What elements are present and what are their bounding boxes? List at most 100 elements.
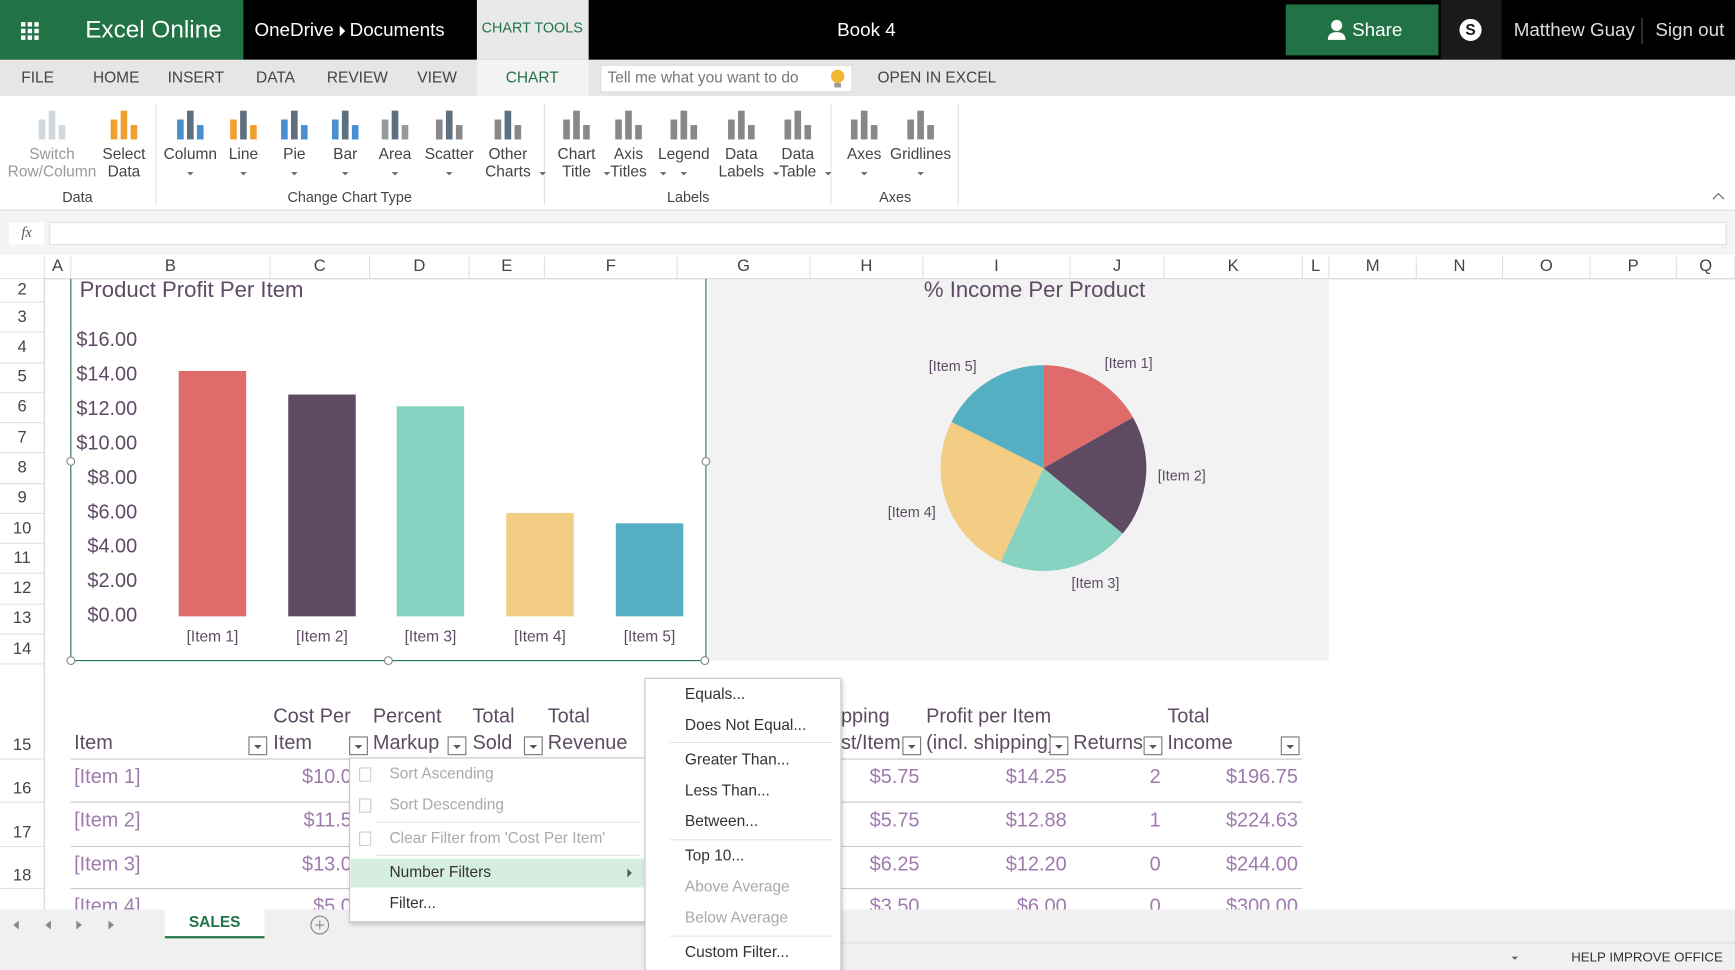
- ribbon-button-label[interactable]: Pie: [283, 146, 305, 163]
- row-header[interactable]: 7: [18, 428, 27, 447]
- row-header[interactable]: 3: [18, 307, 27, 326]
- table-cell[interactable]: $5.0: [313, 896, 352, 918]
- bar[interactable]: [288, 394, 356, 617]
- sheet-nav-first[interactable]: [13, 920, 19, 930]
- pie-slice[interactable]: [1000, 468, 1123, 571]
- table-cell[interactable]: $300.00: [1226, 896, 1298, 918]
- table-cell[interactable]: $11.5: [304, 809, 352, 831]
- ribbon-tab[interactable]: FILE: [21, 70, 54, 87]
- ribbon-button-label[interactable]: Select: [102, 146, 146, 163]
- row-header[interactable]: 17: [13, 823, 31, 842]
- share-label[interactable]: Share: [1352, 19, 1402, 40]
- row-header[interactable]: 2: [18, 279, 27, 298]
- menu-item[interactable]: Filter...: [389, 895, 435, 912]
- ribbon-button-label[interactable]: Labels: [719, 164, 765, 181]
- row-header[interactable]: 15: [13, 735, 31, 754]
- ribbon-tab[interactable]: REVIEW: [327, 70, 388, 87]
- column-header[interactable]: F: [606, 256, 616, 275]
- table-cell[interactable]: [Item 4]: [74, 896, 140, 918]
- table-cell[interactable]: $196.75: [1226, 766, 1298, 788]
- column-header[interactable]: D: [413, 256, 425, 275]
- ribbon-button-label[interactable]: Axis: [614, 146, 644, 163]
- sheet-tab[interactable]: [164, 909, 265, 939]
- status-text[interactable]: HELP IMPROVE OFFICE: [1571, 950, 1723, 965]
- row-header[interactable]: 14: [13, 639, 31, 658]
- row-header[interactable]: 4: [18, 337, 27, 356]
- row-header[interactable]: 18: [13, 866, 31, 885]
- resize-handle[interactable]: [66, 656, 76, 666]
- table-cell[interactable]: $5.75: [870, 809, 920, 831]
- ribbon-button-label[interactable]: Data: [725, 146, 758, 163]
- column-header[interactable]: Q: [1699, 256, 1712, 275]
- table-cell[interactable]: $3.50: [870, 896, 920, 918]
- ribbon-button-label[interactable]: Axes: [847, 146, 882, 163]
- table-cell[interactable]: [Item 1]: [74, 766, 140, 788]
- ribbon-button-label[interactable]: Scatter: [425, 146, 474, 163]
- ribbon-button-label[interactable]: Charts: [485, 164, 531, 181]
- column-header[interactable]: A: [52, 256, 64, 275]
- resize-handle[interactable]: [701, 457, 711, 466]
- column-header[interactable]: N: [1453, 256, 1465, 275]
- table-cell[interactable]: 1: [1150, 809, 1161, 831]
- pie-slice[interactable]: [940, 421, 1044, 562]
- table-cell[interactable]: 2: [1150, 766, 1161, 788]
- table-cell[interactable]: $10.0: [302, 766, 352, 788]
- ribbon-button-label[interactable]: Chart: [558, 146, 597, 163]
- menu-item[interactable]: Less Than...: [685, 782, 770, 799]
- ribbon-button-label[interactable]: Table: [779, 164, 816, 181]
- ribbon-button-label[interactable]: Legend: [658, 146, 710, 163]
- menu-item[interactable]: Does Not Equal...: [685, 717, 806, 734]
- bar[interactable]: [506, 513, 574, 617]
- ribbon-tab[interactable]: CHART: [506, 70, 560, 87]
- row-header[interactable]: 5: [18, 367, 27, 386]
- ribbon-button-label[interactable]: Switch: [29, 146, 75, 163]
- ribbon-tab[interactable]: HOME: [93, 70, 139, 87]
- user-name[interactable]: Matthew Guay: [1514, 19, 1636, 40]
- ribbon-button-label[interactable]: Title: [562, 164, 591, 181]
- column-header[interactable]: B: [165, 256, 176, 275]
- table-cell[interactable]: $244.00: [1226, 854, 1298, 876]
- resize-handle[interactable]: [383, 656, 393, 666]
- row-header[interactable]: 8: [18, 457, 27, 476]
- menu-item[interactable]: Between...: [685, 813, 758, 830]
- row-header[interactable]: 13: [13, 608, 31, 627]
- pie-slice[interactable]: [951, 365, 1044, 469]
- table-cell[interactable]: [Item 2]: [74, 809, 140, 831]
- menu-item[interactable]: Equals...: [685, 686, 745, 703]
- table-cell[interactable]: $5.75: [870, 766, 920, 788]
- menu-item[interactable]: Number Filters: [389, 864, 491, 881]
- row-header[interactable]: 11: [14, 548, 31, 567]
- column-header[interactable]: K: [1228, 256, 1239, 275]
- sheet-nav-last[interactable]: [108, 920, 114, 930]
- table-cell[interactable]: $6.00: [1017, 896, 1067, 918]
- bar[interactable]: [396, 406, 465, 617]
- breadcrumb[interactable]: OneDrive: [254, 19, 333, 40]
- column-header[interactable]: O: [1540, 256, 1553, 275]
- pie-slice[interactable]: [1043, 417, 1147, 534]
- resize-handle[interactable]: [66, 457, 76, 466]
- ribbon-button-label[interactable]: Gridlines: [890, 146, 951, 163]
- column-header[interactable]: P: [1628, 256, 1639, 275]
- table-cell[interactable]: $6.25: [870, 854, 920, 876]
- sheet-tab-label[interactable]: SALES: [189, 914, 241, 931]
- column-header[interactable]: L: [1311, 256, 1320, 275]
- menu-item[interactable]: Top 10...: [685, 848, 744, 865]
- column-header[interactable]: C: [314, 256, 326, 275]
- row-header[interactable]: 6: [18, 397, 27, 416]
- ribbon-tab[interactable]: VIEW: [417, 70, 457, 87]
- table-cell[interactable]: $13.0: [302, 854, 352, 876]
- ribbon-button-label[interactable]: Bar: [333, 146, 357, 163]
- ribbon-button-label[interactable]: Area: [379, 146, 412, 163]
- sheet-nav-next[interactable]: [76, 920, 82, 930]
- breadcrumb[interactable]: Documents: [350, 19, 445, 40]
- sheet-nav-prev[interactable]: [45, 920, 51, 930]
- ribbon-button-label[interactable]: Titles: [610, 164, 647, 181]
- resize-handle[interactable]: [700, 656, 710, 666]
- table-cell[interactable]: $14.25: [1006, 766, 1067, 788]
- pie-chart[interactable]: % Income Per Product [Item 1] [Item 2] [Ite…: [708, 277, 1329, 661]
- bar[interactable]: [178, 370, 247, 617]
- pie-slice[interactable]: [1043, 365, 1133, 469]
- ribbon-tab[interactable]: INSERT: [168, 70, 225, 87]
- table-cell[interactable]: $12.88: [1006, 809, 1067, 831]
- row-header[interactable]: 9: [18, 487, 27, 506]
